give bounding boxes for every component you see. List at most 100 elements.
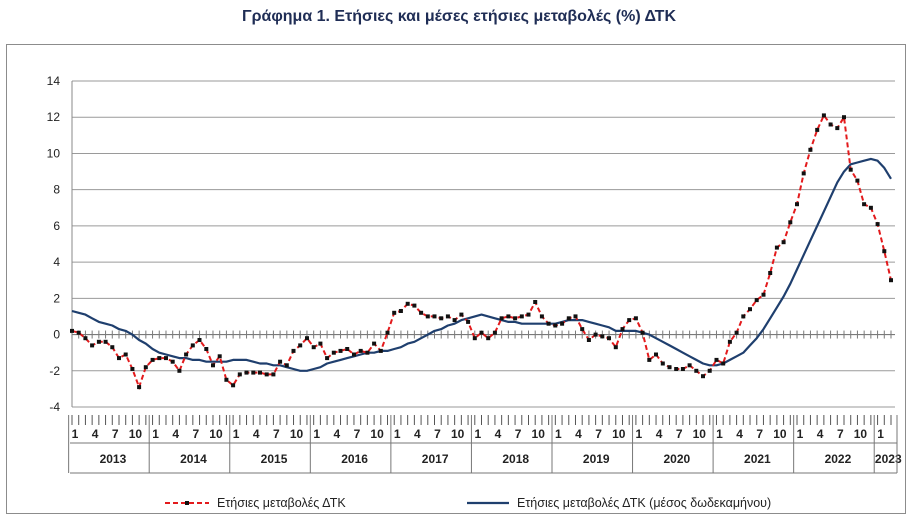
series-annual-point: [338, 348, 343, 353]
series-annual-point: [459, 312, 464, 317]
series-annual-point: [385, 330, 390, 335]
series-annual-point: [519, 314, 524, 319]
series-annual-point: [439, 316, 444, 321]
series-annual-point: [345, 347, 350, 351]
series-annual-point: [560, 321, 565, 326]
y-tick-label: 4: [53, 255, 60, 269]
series-annual-point: [573, 314, 578, 319]
year-label: 2014: [180, 452, 207, 466]
legend-annual-label: Ετήσιες μεταβολές ΔΤΚ: [217, 496, 346, 510]
series-annual-point: [231, 383, 236, 388]
series-annual-point: [680, 367, 685, 371]
month-tick-label: 1: [877, 427, 884, 441]
month-tick-label: 4: [253, 427, 260, 441]
series-annual-point: [305, 336, 309, 341]
series-annual-point: [184, 352, 189, 357]
month-tick-label: 10: [370, 427, 384, 441]
series-annual-point: [607, 336, 611, 341]
month-tick-label: 4: [817, 427, 824, 441]
month-tick-label: 7: [434, 427, 441, 441]
month-tick-label: 7: [192, 427, 199, 441]
year-label: 2022: [825, 452, 852, 466]
series-annual-point: [748, 307, 752, 312]
month-tick-label: 1: [233, 427, 240, 441]
series-annual-point: [654, 352, 658, 357]
series-annual-point: [110, 345, 115, 350]
series-annual-point: [325, 356, 330, 361]
series-annual-point: [419, 310, 424, 315]
series-annual-point: [432, 314, 437, 319]
series-annual-point: [264, 372, 269, 377]
series-average-line: [71, 157, 892, 372]
month-tick-label: 1: [555, 427, 562, 441]
series-annual-point: [889, 278, 893, 283]
series-annual-point: [647, 357, 652, 362]
series-annual-point: [687, 363, 692, 368]
y-tick-label: -2: [49, 364, 60, 378]
series-annual-point: [499, 316, 504, 321]
year-label: 2020: [663, 452, 690, 466]
series-annual-point: [835, 126, 840, 131]
series-annual-point: [593, 332, 598, 337]
month-tick-label: 1: [152, 427, 159, 441]
month-tick-label: 10: [290, 427, 304, 441]
series-annual-point: [848, 167, 853, 172]
month-tick-label: 10: [854, 427, 868, 441]
y-tick-label: -4: [49, 400, 60, 414]
series-annual-point: [237, 372, 242, 377]
series-annual-point: [70, 328, 74, 333]
year-label: 2021: [744, 452, 771, 466]
series-annual-point: [882, 249, 887, 254]
month-tick-label: 7: [273, 427, 280, 441]
series-annual-point: [533, 300, 538, 304]
series-annual-point: [318, 341, 323, 346]
series-annual-point: [513, 316, 518, 321]
year-label: 2023: [875, 452, 902, 466]
series-annual-point: [298, 343, 303, 348]
series-annual-point: [170, 359, 175, 364]
month-tick-label: 1: [716, 427, 723, 441]
series-annual-point: [331, 350, 336, 355]
series-annual-point: [378, 348, 383, 353]
series-annual-point: [398, 309, 403, 313]
series-annual-point: [801, 171, 806, 176]
series-annual-point: [586, 338, 591, 342]
series-annual-point: [714, 357, 719, 362]
series-annual-point: [251, 370, 256, 375]
series-annual-point: [284, 363, 289, 368]
series-annual-point: [83, 336, 88, 341]
series-annual-point: [150, 357, 155, 362]
series-annual-point: [539, 314, 544, 319]
series-annual-point: [842, 115, 846, 120]
series-annual-point: [788, 220, 793, 225]
month-tick-label: 1: [313, 427, 320, 441]
month-tick-label: 10: [451, 427, 465, 441]
series-annual-point: [553, 323, 558, 328]
y-tick-label: 0: [53, 328, 60, 342]
series-annual-point: [727, 339, 732, 344]
series-annual-point: [855, 178, 860, 183]
month-tick-label: 7: [837, 427, 844, 441]
year-label: 2013: [100, 452, 127, 466]
month-tick-label: 10: [532, 427, 546, 441]
series-annual-point: [352, 352, 356, 357]
series-annual-point: [506, 314, 511, 319]
series-annual-point: [445, 314, 450, 319]
month-tick-label: 1: [797, 427, 804, 441]
y-tick-label: 2: [53, 291, 60, 305]
series-annual-point: [875, 222, 880, 227]
series-annual-point: [774, 245, 779, 250]
series-annual-point: [640, 330, 645, 335]
series-annual-point: [157, 356, 162, 361]
month-tick-label: 10: [612, 427, 626, 441]
series-annual-point: [492, 330, 497, 335]
y-tick-label: 12: [47, 110, 61, 124]
series-annual-point: [795, 202, 799, 207]
month-tick-label: 4: [736, 427, 743, 441]
y-tick-label: 6: [53, 219, 60, 233]
series-annual-point: [734, 330, 739, 335]
series-annual-point: [258, 370, 262, 375]
series-annual-point: [291, 348, 296, 353]
series-annual-point: [600, 334, 605, 339]
series-annual-point: [271, 372, 276, 377]
